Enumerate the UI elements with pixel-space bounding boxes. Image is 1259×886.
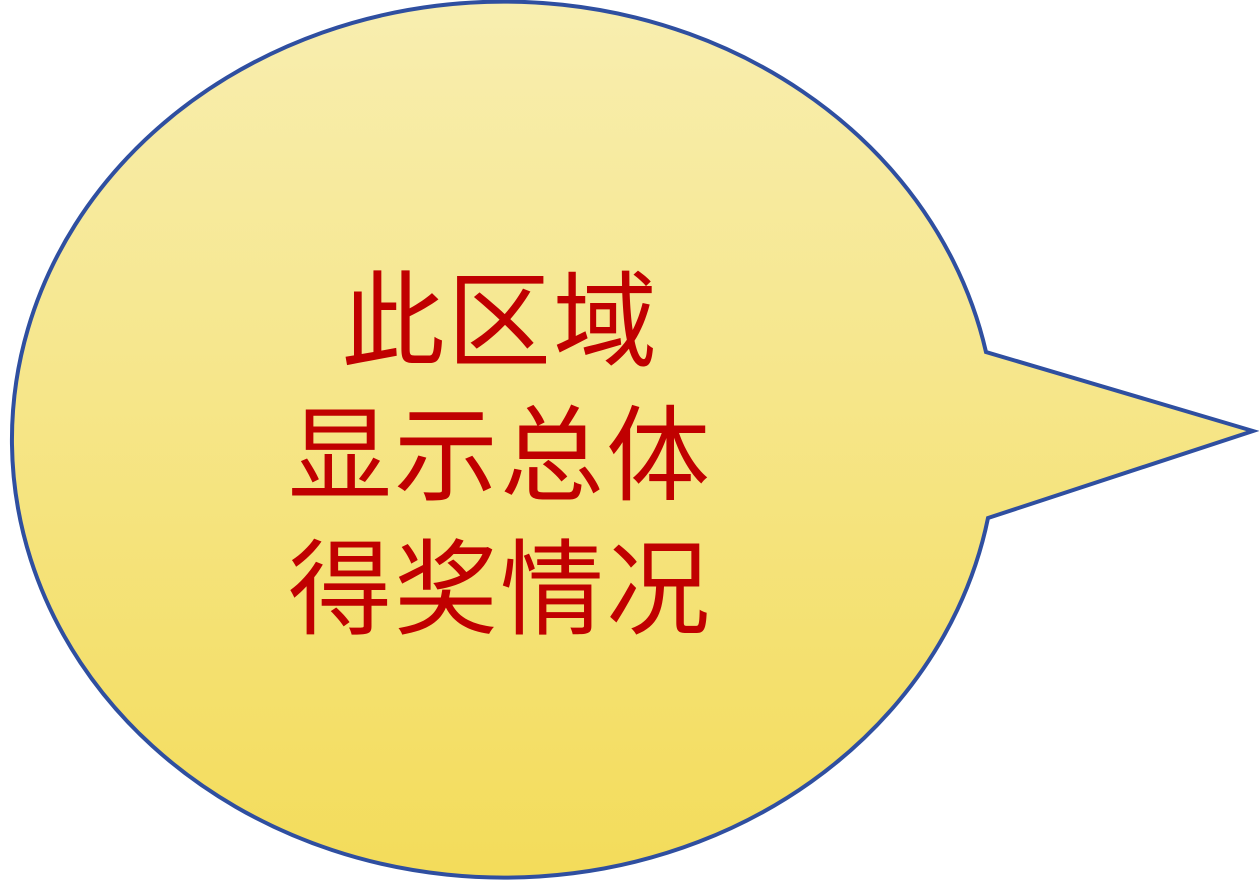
callout-text: 此区域 显示总体 得奖情况 xyxy=(180,255,820,657)
callout-line-2: 显示总体 xyxy=(287,395,712,517)
callout-line-3: 得奖情况 xyxy=(287,529,712,651)
speech-bubble-shape xyxy=(9,0,1259,880)
callout-line-1: 此区域 xyxy=(340,261,659,383)
